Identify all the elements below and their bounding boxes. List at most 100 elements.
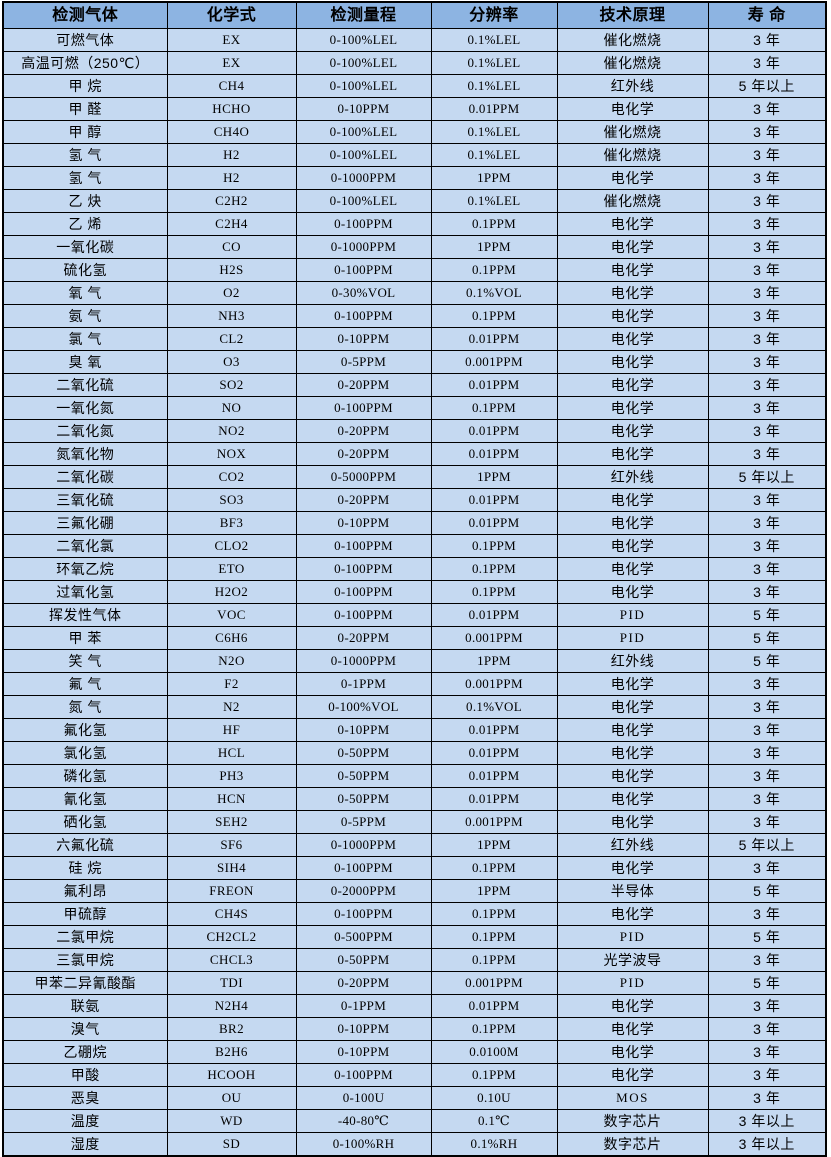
cell-resolution[interactable]: 0.01PPM — [430, 994, 558, 1018]
cell-resolution[interactable]: 1PPM — [430, 879, 558, 903]
cell-formula[interactable]: N2 — [166, 695, 297, 719]
cell-range[interactable]: 0-20PPM — [295, 419, 432, 443]
table-row[interactable]: 甲酸 HCOOH 0-100PPM 0.1PPM 电化学 3 年 — [2, 1063, 827, 1087]
table-row[interactable]: 二氧化硫 SO2 0-20PPM 0.01PPM 电化学 3 年 — [2, 373, 827, 397]
table-row[interactable]: 一氧化碳 CO 0-1000PPM 1PPM 电化学 3 年 — [2, 235, 827, 259]
cell-technology[interactable]: 电化学 — [556, 166, 709, 190]
cell-formula[interactable]: NO — [166, 396, 297, 420]
cell-lifespan[interactable]: 3 年 — [707, 764, 827, 788]
cell-technology[interactable]: 电化学 — [556, 856, 709, 880]
cell-technology[interactable]: PID — [556, 626, 709, 650]
cell-lifespan[interactable]: 3 年 — [707, 672, 827, 696]
table-row[interactable]: 甲硫醇 CH4S 0-100PPM 0.1PPM 电化学 3 年 — [2, 902, 827, 926]
cell-lifespan[interactable]: 5 年 — [707, 879, 827, 903]
cell-formula[interactable]: H2 — [166, 143, 297, 167]
table-row[interactable]: 硅 烷 SIH4 0-100PPM 0.1PPM 电化学 3 年 — [2, 856, 827, 880]
cell-range[interactable]: 0-50PPM — [295, 741, 432, 765]
column-header-formula[interactable]: 化学式 — [166, 1, 297, 29]
table-row[interactable]: 乙 炔 C2H2 0-100%LEL 0.1%LEL 催化燃烧 3 年 — [2, 189, 827, 213]
cell-resolution[interactable]: 0.1PPM — [430, 304, 558, 328]
table-row[interactable]: 硫化氢 H2S 0-100PPM 0.1PPM 电化学 3 年 — [2, 258, 827, 282]
cell-gas[interactable]: 氟 气 — [2, 672, 168, 696]
cell-resolution[interactable]: 0.1%VOL — [430, 281, 558, 305]
cell-lifespan[interactable]: 5 年 — [707, 971, 827, 995]
table-row[interactable]: 三氯甲烷 CHCL3 0-50PPM 0.1PPM 光学波导 3 年 — [2, 948, 827, 972]
cell-gas[interactable]: 过氧化氢 — [2, 580, 168, 604]
table-row[interactable]: 二氧化碳 CO2 0-5000PPM 1PPM 红外线 5 年以上 — [2, 465, 827, 489]
cell-lifespan[interactable]: 3 年 — [707, 718, 827, 742]
cell-gas[interactable]: 二氧化碳 — [2, 465, 168, 489]
cell-resolution[interactable]: 0.001PPM — [430, 350, 558, 374]
cell-lifespan[interactable]: 3 年 — [707, 1017, 827, 1041]
column-header-range[interactable]: 检测量程 — [295, 1, 432, 29]
cell-lifespan[interactable]: 3 年 — [707, 189, 827, 213]
cell-technology[interactable]: 电化学 — [556, 1040, 709, 1064]
table-row[interactable]: 氮氧化物 NOX 0-20PPM 0.01PPM 电化学 3 年 — [2, 442, 827, 466]
table-row[interactable]: 甲 醛 HCHO 0-10PPM 0.01PPM 电化学 3 年 — [2, 97, 827, 121]
cell-lifespan[interactable]: 3 年 — [707, 442, 827, 466]
cell-resolution[interactable]: 0.1PPM — [430, 902, 558, 926]
cell-gas[interactable]: 氮氧化物 — [2, 442, 168, 466]
cell-resolution[interactable]: 0.1PPM — [430, 1063, 558, 1087]
cell-formula[interactable]: CLO2 — [166, 534, 297, 558]
column-header-gas[interactable]: 检测气体 — [2, 1, 168, 29]
cell-lifespan[interactable]: 3 年 — [707, 97, 827, 121]
cell-technology[interactable]: 电化学 — [556, 511, 709, 535]
cell-technology[interactable]: 催化燃烧 — [556, 143, 709, 167]
cell-lifespan[interactable]: 3 年 — [707, 419, 827, 443]
cell-technology[interactable]: 催化燃烧 — [556, 189, 709, 213]
cell-lifespan[interactable]: 3 年 — [707, 1040, 827, 1064]
cell-lifespan[interactable]: 3 年 — [707, 327, 827, 351]
cell-gas[interactable]: 氢 气 — [2, 143, 168, 167]
cell-lifespan[interactable]: 3 年 — [707, 994, 827, 1018]
cell-lifespan[interactable]: 3 年 — [707, 856, 827, 880]
cell-gas[interactable]: 一氧化氮 — [2, 396, 168, 420]
cell-lifespan[interactable]: 3 年 — [707, 212, 827, 236]
cell-formula[interactable]: HCL — [166, 741, 297, 765]
cell-range[interactable]: 0-1000PPM — [295, 649, 432, 673]
cell-lifespan[interactable]: 3 年 — [707, 258, 827, 282]
cell-technology[interactable]: 数字芯片 — [556, 1132, 709, 1157]
cell-resolution[interactable]: 0.1PPM — [430, 948, 558, 972]
cell-range[interactable]: -40-80℃ — [295, 1109, 432, 1133]
cell-gas[interactable]: 三氧化硫 — [2, 488, 168, 512]
cell-formula[interactable]: VOC — [166, 603, 297, 627]
table-row[interactable]: 氯 气 CL2 0-10PPM 0.01PPM 电化学 3 年 — [2, 327, 827, 351]
cell-resolution[interactable]: 1PPM — [430, 833, 558, 857]
cell-formula[interactable]: F2 — [166, 672, 297, 696]
cell-range[interactable]: 0-1PPM — [295, 994, 432, 1018]
cell-range[interactable]: 0-100%LEL — [295, 74, 432, 98]
cell-range[interactable]: 0-100PPM — [295, 212, 432, 236]
table-row[interactable]: 湿度 SD 0-100%RH 0.1%RH 数字芯片 3 年以上 — [2, 1132, 827, 1157]
cell-gas[interactable]: 一氧化碳 — [2, 235, 168, 259]
cell-formula[interactable]: SIH4 — [166, 856, 297, 880]
cell-technology[interactable]: 电化学 — [556, 1063, 709, 1087]
cell-formula[interactable]: EX — [166, 28, 297, 52]
cell-lifespan[interactable]: 3 年 — [707, 235, 827, 259]
cell-lifespan[interactable]: 3 年 — [707, 948, 827, 972]
cell-lifespan[interactable]: 3 年 — [707, 511, 827, 535]
cell-lifespan[interactable]: 5 年 — [707, 925, 827, 949]
cell-technology[interactable]: PID — [556, 971, 709, 995]
cell-resolution[interactable]: 1PPM — [430, 235, 558, 259]
cell-technology[interactable]: 电化学 — [556, 695, 709, 719]
cell-range[interactable]: 0-2000PPM — [295, 879, 432, 903]
cell-technology[interactable]: 电化学 — [556, 810, 709, 834]
cell-gas[interactable]: 挥发性气体 — [2, 603, 168, 627]
cell-formula[interactable]: CL2 — [166, 327, 297, 351]
cell-range[interactable]: 0-100PPM — [295, 258, 432, 282]
cell-resolution[interactable]: 0.1PPM — [430, 534, 558, 558]
table-row[interactable]: 氧 气 O2 0-30%VOL 0.1%VOL 电化学 3 年 — [2, 281, 827, 305]
column-header-lifespan[interactable]: 寿 命 — [707, 1, 827, 29]
cell-range[interactable]: 0-20PPM — [295, 442, 432, 466]
cell-gas[interactable]: 氯化氢 — [2, 741, 168, 765]
table-row[interactable]: 甲苯二异氰酸酯 TDI 0-20PPM 0.001PPM PID 5 年 — [2, 971, 827, 995]
cell-range[interactable]: 0-5PPM — [295, 810, 432, 834]
cell-range[interactable]: 0-50PPM — [295, 764, 432, 788]
cell-lifespan[interactable]: 5 年以上 — [707, 833, 827, 857]
cell-technology[interactable]: 电化学 — [556, 534, 709, 558]
cell-formula[interactable]: CO — [166, 235, 297, 259]
cell-technology[interactable]: 红外线 — [556, 649, 709, 673]
table-row[interactable]: 一氧化氮 NO 0-100PPM 0.1PPM 电化学 3 年 — [2, 396, 827, 420]
cell-gas[interactable]: 三氯甲烷 — [2, 948, 168, 972]
